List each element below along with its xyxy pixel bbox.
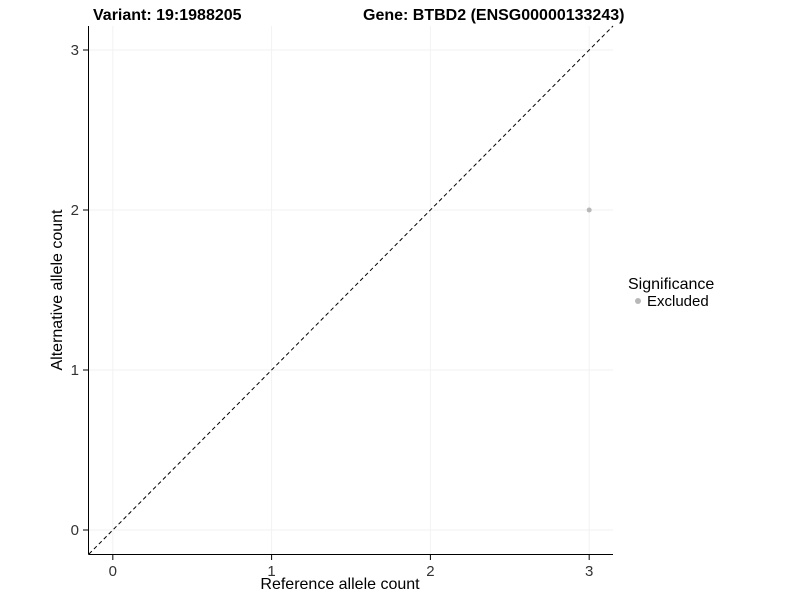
x-tick-label: 2 xyxy=(426,563,434,580)
x-tick-label: 0 xyxy=(109,563,117,580)
data-points xyxy=(586,207,592,213)
legend-excluded-swatch xyxy=(635,298,641,304)
y-tick-label: 1 xyxy=(71,362,79,379)
x-axis-label: Reference allele count xyxy=(260,576,420,593)
y-tick-label: 2 xyxy=(71,202,79,219)
data-point xyxy=(586,207,592,213)
variant-title: Variant: 19:1988205 xyxy=(93,7,242,24)
x-tick-label: 1 xyxy=(267,563,275,580)
y-axis-ticks: 0 1 2 3 xyxy=(71,42,89,539)
gene-title: Gene: BTBD2 (ENSG00000133243) xyxy=(363,7,624,24)
vertical-gridlines xyxy=(112,26,590,554)
y-axis-label: Alternative allele count xyxy=(49,209,66,371)
horizontal-gridlines xyxy=(89,49,613,531)
y-tick-label: 3 xyxy=(71,42,79,59)
x-axis-ticks: 0 1 2 3 xyxy=(109,554,593,580)
identity-dashed-line xyxy=(88,25,614,555)
legend-title: Significance xyxy=(628,276,714,293)
y-tick-label: 0 xyxy=(71,522,79,539)
x-tick-label: 3 xyxy=(585,563,593,580)
legend-excluded-label: Excluded xyxy=(647,293,709,310)
